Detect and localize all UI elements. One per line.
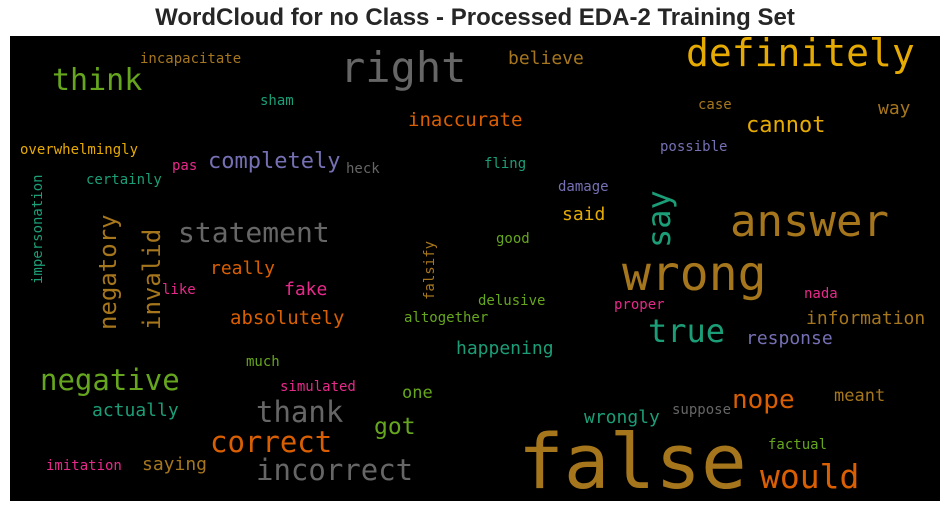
- word-response: response: [746, 328, 833, 349]
- word-damage: damage: [558, 179, 609, 195]
- word-inaccurate: inaccurate: [408, 109, 522, 131]
- word-simulated: simulated: [280, 379, 356, 395]
- word-information: information: [806, 308, 925, 329]
- word-right: right: [340, 43, 466, 92]
- word-nada: nada: [804, 286, 838, 302]
- word-suppose: suppose: [672, 402, 731, 418]
- word-incapacitate: incapacitate: [140, 51, 241, 67]
- word-definitely: definitely: [686, 36, 915, 75]
- chart-title: WordCloud for no Class - Processed EDA-2…: [155, 4, 795, 31]
- word-got: got: [374, 414, 416, 440]
- word-wrongly: wrongly: [584, 407, 660, 428]
- word-said: said: [562, 204, 605, 225]
- word-think: think: [52, 63, 142, 98]
- word-one: one: [402, 383, 433, 403]
- word-falsify: falsify: [422, 241, 438, 300]
- word-impersonation: impersonation: [30, 174, 46, 284]
- word-overwhelmingly: overwhelmingly: [20, 142, 138, 158]
- word-much: much: [246, 354, 280, 370]
- word-say: say: [640, 190, 678, 248]
- word-certainly: certainly: [86, 172, 162, 188]
- word-imitation: imitation: [46, 458, 122, 474]
- word-would: would: [760, 457, 859, 496]
- word-correct: correct: [210, 425, 332, 459]
- wordcloud-canvas: false wrong answer definitely right think say s…: [10, 36, 940, 501]
- word-pas: pas: [172, 158, 197, 174]
- word-really: really: [210, 258, 275, 279]
- word-thank: thank: [256, 395, 344, 429]
- word-incorrect: incorrect: [256, 453, 413, 487]
- word-like: like: [162, 282, 196, 298]
- word-fling: fling: [484, 156, 526, 172]
- word-saying: saying: [142, 454, 207, 475]
- word-wrong: wrong: [622, 246, 767, 302]
- word-false: false: [518, 417, 747, 501]
- word-proper: proper: [614, 297, 665, 313]
- word-altogether: altogether: [404, 310, 488, 326]
- word-statement: statement: [178, 216, 330, 249]
- word-negatory: negatory: [94, 214, 122, 330]
- word-way: way: [878, 98, 911, 119]
- word-completely: completely: [208, 149, 340, 174]
- word-invalid: invalid: [138, 229, 166, 330]
- word-nope: nope: [732, 385, 795, 415]
- word-good: good: [496, 231, 530, 247]
- word-answer: answer: [730, 196, 889, 247]
- word-delusive: delusive: [478, 293, 545, 309]
- word-negative: negative: [40, 363, 180, 397]
- word-cannot: cannot: [746, 113, 825, 138]
- word-fake: fake: [284, 279, 327, 300]
- word-absolutely: absolutely: [230, 307, 344, 329]
- word-actually: actually: [92, 400, 179, 421]
- word-believe: believe: [508, 48, 584, 69]
- word-heck: heck: [346, 161, 380, 177]
- word-meant: meant: [834, 386, 885, 406]
- word-happening: happening: [456, 338, 554, 359]
- word-sham: sham: [260, 93, 294, 109]
- word-factual: factual: [768, 437, 827, 453]
- word-case: case: [698, 97, 732, 113]
- word-possible: possible: [660, 139, 727, 155]
- word-true: true: [648, 312, 725, 350]
